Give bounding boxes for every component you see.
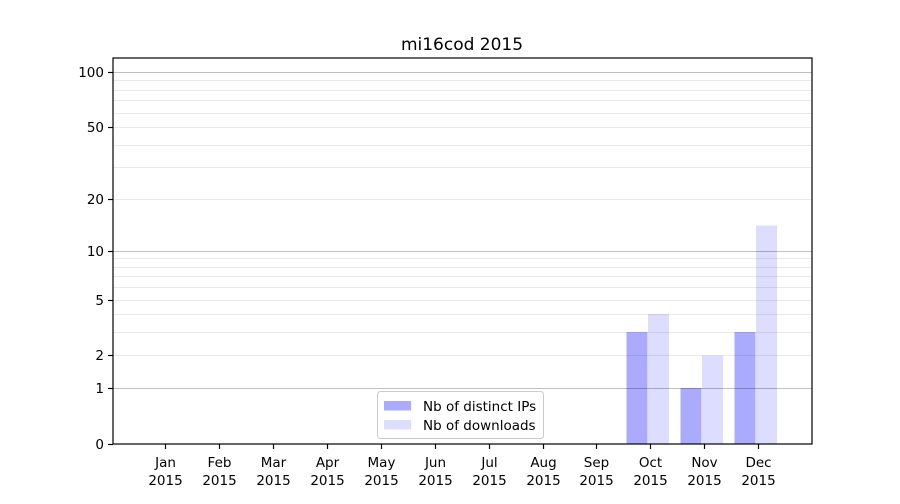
x-tick-label-year-jun: 2015 [418,473,452,489]
x-tick-label-year-may: 2015 [364,473,398,489]
x-tick-label-month-jun: Jun [424,455,446,471]
x-tick-label-year-jul: 2015 [472,473,506,489]
x-tick-label-year-oct: 2015 [633,473,667,489]
legend-label-distinct-ips: Nb of distinct IPs [423,399,536,415]
legend-swatch-downloads [384,420,411,430]
bar-distinct-ips-nov [680,388,702,444]
y-tick-label-1: 1 [95,381,104,397]
y-tick-label-10: 10 [87,244,104,260]
y-tick-label-20: 20 [87,192,104,208]
x-tick-label-month-mar: Mar [261,455,287,471]
x-tick-label-year-jan: 2015 [148,473,182,489]
x-tick-label-month-oct: Oct [639,455,662,471]
x-tick-label-month-nov: Nov [691,455,717,471]
legend: Nb of distinct IPs Nb of downloads [377,391,544,439]
bar-distinct-ips-dec [734,332,756,444]
x-tick-label-month-apr: Apr [316,455,340,471]
x-tick-label-year-aug: 2015 [526,473,560,489]
x-tick-label-month-jan: Jan [154,455,176,471]
bar-downloads-dec [756,225,777,444]
y-tick-label-5: 5 [95,293,104,309]
y-tick-label-100: 100 [78,65,104,81]
x-tick-label-year-nov: 2015 [687,473,721,489]
x-tick-label-year-apr: 2015 [310,473,344,489]
x-tick-label-month-dec: Dec [745,455,771,471]
x-tick-label-year-feb: 2015 [202,473,236,489]
x-tick-label-month-may: May [368,455,396,471]
x-tick-label-year-sep: 2015 [579,473,613,489]
y-tick-label-0: 0 [95,437,104,453]
legend-box [377,391,544,439]
bar-distinct-ips-oct [626,332,648,444]
bar-downloads-oct [648,314,670,444]
legend-label-downloads: Nb of downloads [423,418,536,434]
chart-title: mi16cod 2015 [401,35,523,55]
plot-area: 0 1 2 5 10 20 50 100 Jan 2015 Feb 2015 Mar 2015 Apr 201… [78,57,813,489]
y-tick-label-50: 50 [87,120,104,136]
x-tick-label-year-mar: 2015 [256,473,290,489]
bar-downloads-nov [702,355,724,444]
legend-swatch-distinct-ips [384,401,411,411]
y-tick-label-2: 2 [95,348,104,364]
x-tick-label-year-dec: 2015 [741,473,775,489]
x-tick-label-month-jul: Jul [480,455,497,471]
x-tick-label-month-aug: Aug [530,455,556,471]
x-tick-label-month-sep: Sep [584,455,609,471]
x-tick-label-month-feb: Feb [208,455,232,471]
